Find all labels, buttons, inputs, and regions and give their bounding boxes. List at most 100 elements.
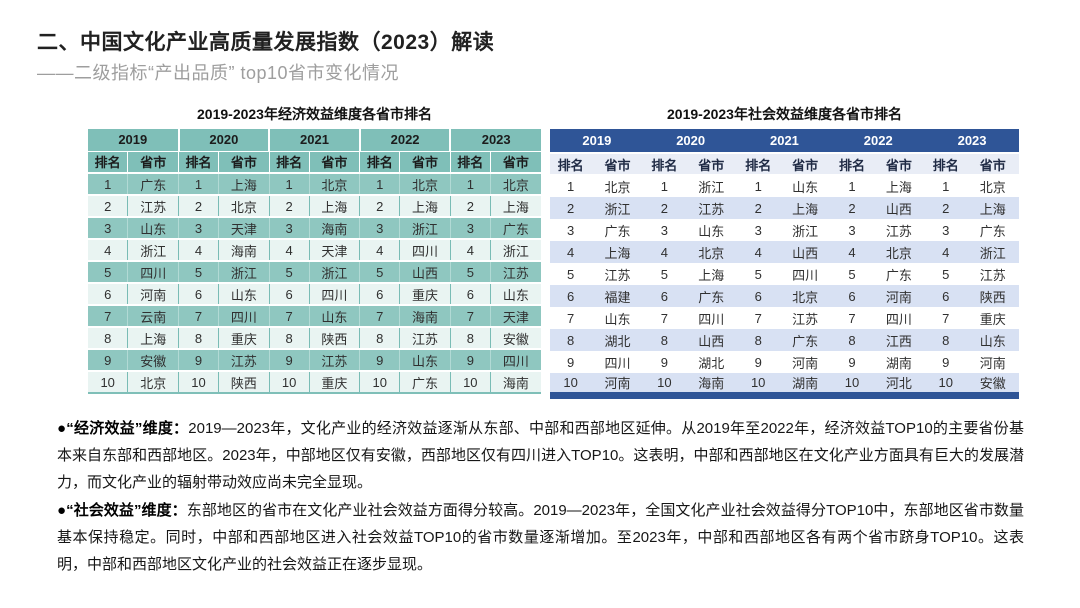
province-cell: 山东	[966, 329, 1019, 351]
rank-cell: 1	[359, 172, 400, 195]
province-cell: 浙江	[127, 238, 179, 261]
province-column-header: 省市	[591, 153, 644, 176]
rank-cell: 3	[449, 216, 491, 239]
rank-cell: 6	[925, 285, 967, 307]
province-cell: 山东	[399, 348, 451, 371]
province-cell: 浙江	[217, 260, 270, 283]
rank-cell: 3	[831, 219, 873, 241]
province-cell: 山东	[127, 216, 179, 239]
rank-cell: 9	[550, 351, 592, 373]
province-cell: 江苏	[966, 263, 1019, 285]
rank-cell: 2	[268, 194, 310, 217]
province-column-header: 省市	[399, 150, 451, 173]
province-cell: 浙江	[308, 260, 360, 283]
rank-cell: 10	[449, 370, 491, 393]
rank-cell: 6	[550, 285, 592, 307]
year-header: 2022	[358, 129, 451, 151]
rank-column-header: 排名	[178, 150, 219, 173]
social-table-title: 2019-2023年社会效益维度各省市排名	[667, 106, 902, 122]
rank-cell: 8	[550, 329, 592, 351]
province-column-header: 省市	[127, 150, 179, 173]
province-cell: 上海	[966, 197, 1019, 219]
province-cell: 海南	[399, 304, 451, 327]
province-cell: 上海	[308, 194, 360, 217]
province-cell: 河南	[591, 373, 644, 396]
rank-cell: 9	[88, 348, 128, 371]
rank-cell: 5	[359, 260, 400, 283]
year-header: 2023	[449, 129, 541, 151]
rank-cell: 7	[831, 307, 873, 329]
rank-cell: 3	[925, 219, 967, 241]
note-social-label: ●“社会效益”维度：	[57, 502, 187, 519]
province-cell: 江苏	[217, 348, 270, 371]
year-header: 2019	[88, 129, 179, 151]
rank-cell: 2	[449, 194, 491, 217]
province-cell: 上海	[399, 194, 451, 217]
rank-cell: 8	[643, 329, 686, 351]
rank-cell: 9	[359, 348, 400, 371]
rank-cell: 4	[88, 238, 128, 261]
province-cell: 湖南	[872, 351, 926, 373]
rank-cell: 10	[737, 373, 779, 396]
province-cell: 浙江	[489, 238, 541, 261]
province-cell: 海南	[489, 370, 541, 393]
rank-cell: 4	[643, 241, 686, 263]
province-cell: 上海	[685, 263, 738, 285]
province-cell: 海南	[685, 373, 738, 396]
rank-cell: 2	[550, 197, 592, 219]
province-cell: 广东	[778, 329, 832, 351]
province-cell: 广东	[591, 219, 644, 241]
rank-cell: 10	[178, 370, 219, 393]
note-social-text: 东部地区的省市在文化产业社会效益方面得分较高。2019—2023年，全国文化产业…	[57, 502, 1025, 573]
province-cell: 广东	[489, 216, 541, 239]
rank-cell: 5	[178, 260, 219, 283]
rank-column-header: 排名	[268, 150, 310, 173]
province-cell: 上海	[489, 194, 541, 217]
province-cell: 北京	[399, 172, 451, 195]
province-cell: 浙江	[966, 241, 1019, 263]
province-cell: 江苏	[872, 219, 926, 241]
year-header: 2023	[925, 129, 1019, 154]
rank-cell: 1	[178, 172, 219, 195]
province-cell: 陕西	[966, 285, 1019, 307]
province-cell: 广东	[685, 285, 738, 307]
rank-cell: 5	[643, 263, 686, 285]
province-cell: 安徽	[966, 373, 1019, 396]
rank-cell: 2	[643, 197, 686, 219]
province-cell: 山西	[872, 197, 926, 219]
table-row: 4 浙江 4 海南 4 天津 4 四川 4 浙江	[88, 238, 541, 261]
rank-cell: 2	[178, 194, 219, 217]
rank-cell: 7	[268, 304, 310, 327]
rank-cell: 7	[359, 304, 400, 327]
table-row: 6 福建 6 广东 6 北京 6 河南 6 陕西	[550, 285, 1019, 307]
province-cell: 河南	[966, 351, 1019, 373]
province-cell: 山东	[591, 307, 644, 329]
rank-cell: 2	[737, 197, 779, 219]
year-header: 2021	[737, 129, 832, 154]
rank-cell: 5	[737, 263, 779, 285]
rank-cell: 5	[831, 263, 873, 285]
rank-column-header: 排名	[550, 153, 592, 176]
rank-cell: 6	[831, 285, 873, 307]
rank-column-header: 排名	[643, 153, 686, 176]
rank-cell: 9	[831, 351, 873, 373]
rank-cell: 10	[550, 373, 592, 396]
rank-cell: 3	[550, 219, 592, 241]
table-row: 1 北京 1 浙江 1 山东 1 上海 1 北京	[550, 175, 1019, 197]
province-cell: 天津	[217, 216, 270, 239]
province-column-header: 省市	[685, 153, 738, 176]
rank-column-header: 排名	[449, 150, 491, 173]
province-cell: 北京	[685, 241, 738, 263]
province-cell: 重庆	[399, 282, 451, 305]
rank-cell: 7	[737, 307, 779, 329]
province-cell: 上海	[127, 326, 179, 349]
economic-ranking-section: 2019-2023年经济效益维度各省市排名 2019 2020 2021 2022 20…	[88, 104, 541, 394]
rank-cell: 10	[643, 373, 686, 396]
rank-cell: 6	[643, 285, 686, 307]
note-economic: ●“经济效益”维度：2019—2023年，文化产业的经济效益逐渐从东部、中部和西…	[57, 415, 1024, 496]
rank-cell: 3	[178, 216, 219, 239]
rank-cell: 9	[449, 348, 491, 371]
rank-cell: 3	[88, 216, 128, 239]
rank-cell: 6	[449, 282, 491, 305]
page-title: 二、中国文化产业高质量发展指数（2023）解读	[37, 31, 495, 54]
